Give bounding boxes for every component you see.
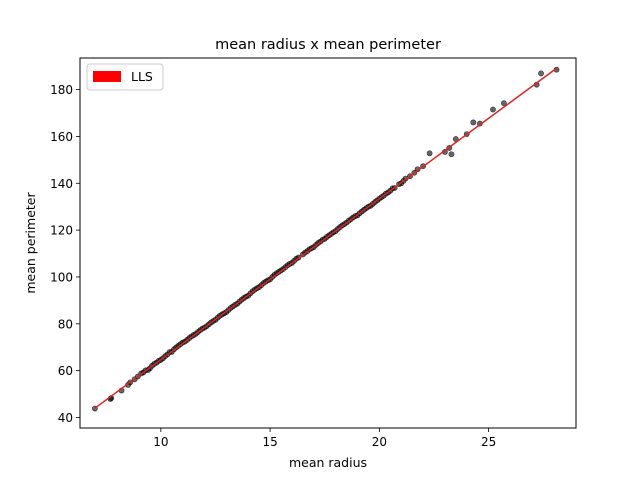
data-point	[490, 106, 496, 113]
y-tick-label: 120	[50, 224, 73, 238]
x-tick-label: 25	[481, 435, 496, 449]
y-tick-label: 140	[50, 177, 73, 191]
y-axis-ticks: 40 60 80 100 120 140 160 180	[50, 83, 80, 425]
x-tick-label: 20	[372, 435, 387, 449]
legend-label-lls: LLS	[131, 69, 153, 84]
y-tick-label: 100	[50, 270, 73, 284]
chart-title: mean radius x mean perimeter	[215, 37, 441, 53]
y-tick-label: 180	[50, 83, 73, 97]
y-axis-label: mean perimeter	[23, 192, 38, 294]
y-tick-label: 60	[58, 364, 73, 378]
legend-box	[86, 63, 164, 91]
legend: LLS	[86, 63, 164, 91]
plot-frame	[79, 57, 577, 429]
y-tick-label: 40	[58, 411, 73, 425]
data-point	[538, 70, 544, 77]
y-tick-label: 80	[58, 317, 73, 331]
data-point	[500, 100, 507, 107]
x-axis-label: mean radius	[289, 455, 367, 470]
legend-swatch-lls	[93, 71, 121, 82]
lls-fit-line	[94, 67, 557, 409]
x-tick-label: 15	[262, 435, 277, 449]
x-tick-label: 10	[153, 435, 168, 449]
data-point	[470, 119, 477, 126]
y-tick-label: 160	[50, 130, 73, 144]
x-axis-ticks: 10 15 20 25	[153, 428, 496, 449]
data-point	[426, 150, 433, 157]
data-point	[448, 151, 455, 158]
